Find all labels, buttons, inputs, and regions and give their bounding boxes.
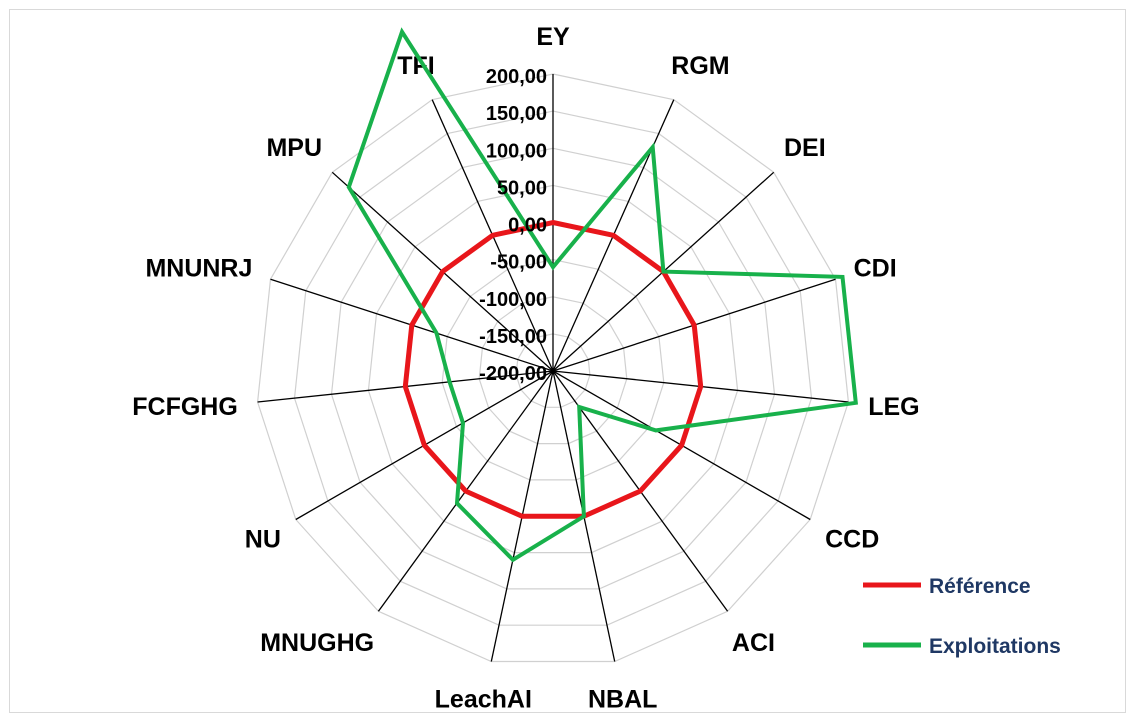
axis-labels: EY RGM DEI CDI LEG CCD ACI NBAL LeachAI MNUGHG NU F… [132, 23, 919, 714]
grid-ring [367, 184, 739, 554]
legend-label: Référence [929, 575, 1031, 598]
grid-ring [330, 147, 776, 590]
tick-label: -100,00 [479, 289, 547, 311]
axis-label: CCD [825, 526, 879, 554]
tick-label: -200,00 [479, 363, 547, 385]
grid-ring [515, 333, 591, 408]
grid-ring [256, 73, 850, 663]
grid-ring [478, 296, 628, 445]
grid-ring [293, 110, 813, 626]
tick-label: 50,00 [497, 177, 547, 199]
axis-label: MPU [266, 134, 322, 162]
axis-label: MNUGHG [260, 629, 374, 657]
radar-chart: EY RGM DEI CDI LEG CCD ACI NBAL LeachAI MNUGHG NU F… [132, 23, 1061, 714]
tick-label: 200,00 [486, 66, 547, 88]
axis-label: RGM [671, 52, 729, 80]
tick-labels: 200,00 150,00 100,00 50,00 0,00 -50,00 -100,00… [479, 66, 547, 385]
chart-frame: EY RGM DEI CDI LEG CCD ACI NBAL LeachAI MNUGHG NU F… [9, 9, 1126, 714]
axis-label: ACI [732, 629, 775, 657]
axis-label: NBAL [588, 686, 657, 714]
tick-label: 0,00 [508, 215, 547, 237]
grid-ring [441, 258, 665, 481]
axis-label: DEI [784, 134, 826, 162]
legend: Référence Exploitations [863, 575, 1061, 658]
axis-label: MNUNRJ [145, 255, 252, 283]
tick-label: -50,00 [490, 252, 547, 274]
axis-label: CDI [854, 255, 897, 283]
axis-label: EY [536, 23, 570, 51]
legend-label: Exploitations [929, 635, 1061, 658]
axis-label: NU [245, 526, 281, 554]
axis-label: LEG [868, 393, 919, 421]
tick-label: 100,00 [486, 140, 547, 162]
axis-label: FCFGHG [132, 393, 238, 421]
tick-label: -150,00 [479, 326, 547, 348]
series-lines [346, 27, 858, 563]
axis-label: LeachAI [435, 686, 532, 714]
series-line-reference [402, 219, 704, 519]
series-line-exploitations [346, 27, 858, 563]
tick-label: 150,00 [486, 103, 547, 125]
